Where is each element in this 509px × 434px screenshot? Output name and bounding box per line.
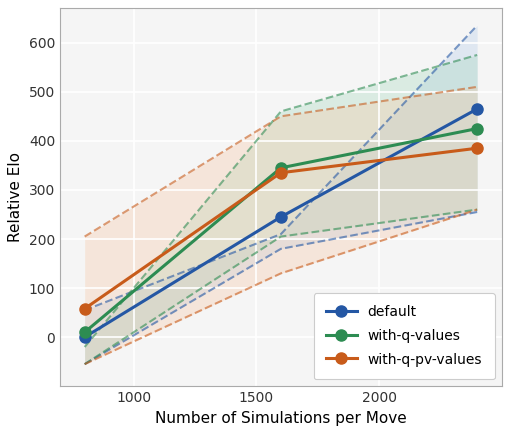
default: [81, 335, 88, 340]
X-axis label: Number of Simulations per Move: Number of Simulations per Move: [155, 411, 406, 426]
Line: with-q-values: with-q-values: [79, 123, 482, 338]
with-q-values: [277, 165, 284, 171]
default: [473, 106, 479, 112]
Line: with-q-pv-values: with-q-pv-values: [79, 143, 482, 314]
Legend: default, with-q-values, with-q-pv-values: default, with-q-values, with-q-pv-values: [313, 293, 494, 379]
with-q-pv-values: [473, 146, 479, 151]
with-q-values: [473, 126, 479, 131]
with-q-values: [81, 330, 88, 335]
with-q-pv-values: [81, 306, 88, 311]
Line: default: default: [79, 103, 482, 343]
Y-axis label: Relative Elo: Relative Elo: [8, 152, 23, 242]
default: [277, 214, 284, 220]
with-q-pv-values: [277, 170, 284, 175]
